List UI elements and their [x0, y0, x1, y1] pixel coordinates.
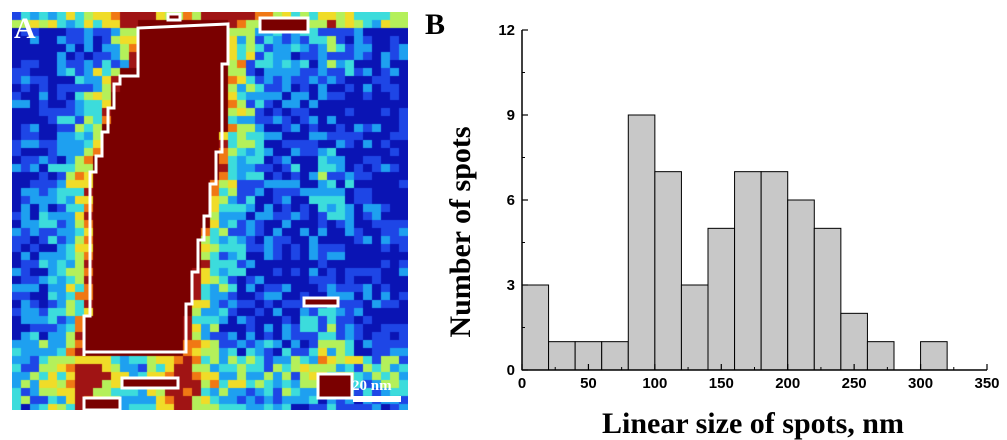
x-axis-label: Linear size of spots, nm — [602, 407, 904, 440]
spot-outline-overlay — [82, 12, 354, 410]
scale-bar-label: 20 nm — [352, 378, 392, 394]
histogram-bar — [813, 227, 842, 371]
histogram-bar — [920, 341, 948, 371]
y-axis-label: Number of spots — [444, 126, 477, 337]
histogram-bar — [654, 171, 682, 371]
small-spot-outline — [316, 372, 354, 400]
histogram-bar — [760, 171, 789, 371]
x-tick-label: 150 — [709, 375, 734, 392]
panel-a-label: A — [14, 12, 36, 45]
histogram-bar — [840, 312, 868, 371]
histogram-bar — [680, 284, 709, 371]
chart-axes: 0 50 100 150 200 250 300 350 0 3 6 9 12 — [498, 22, 999, 392]
small-spot-outline — [82, 396, 122, 410]
x-tick-label: 0 — [518, 375, 526, 392]
histogram-bar — [627, 114, 656, 371]
x-tick-label: 300 — [908, 375, 933, 392]
histogram-bar — [866, 341, 895, 371]
y-tick-label: 0 — [507, 362, 515, 379]
main-spot-outline — [82, 22, 230, 356]
x-tick-label: 50 — [580, 375, 597, 392]
small-spot-outline — [258, 16, 310, 34]
y-tick-label: 12 — [498, 22, 515, 39]
x-tick-label: 350 — [974, 375, 999, 392]
afm-heatmap-panel — [12, 12, 408, 410]
histogram-bars — [521, 114, 948, 371]
histogram-bar — [521, 284, 550, 371]
x-tick-label: 100 — [642, 375, 667, 392]
x-tick-label: 200 — [775, 375, 800, 392]
y-tick-label: 9 — [507, 107, 515, 124]
histogram-bar — [787, 199, 815, 371]
small-spot-outline — [120, 376, 180, 390]
small-spot-outline — [302, 296, 340, 308]
histogram-bar — [548, 341, 576, 371]
scale-bar — [353, 396, 401, 402]
histogram-bar — [707, 227, 736, 371]
y-tick-label: 6 — [507, 192, 515, 209]
small-spot-outline — [166, 12, 182, 22]
histogram-bar — [734, 171, 762, 371]
panel-b-label: B — [425, 8, 446, 41]
x-tick-label: 250 — [842, 375, 867, 392]
y-tick-label: 3 — [507, 277, 515, 294]
histogram-bar — [601, 341, 629, 371]
